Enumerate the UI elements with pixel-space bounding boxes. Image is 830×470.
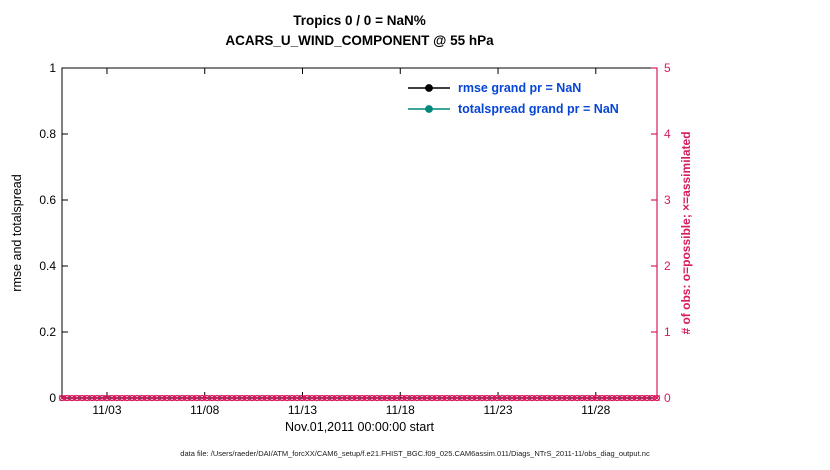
- y-tick-label-left: 0.8: [39, 127, 56, 141]
- y-tick-label-left: 1: [49, 61, 56, 75]
- obs-zero-markers: [58, 394, 661, 402]
- legend-item-rmse: rmse grand pr = NaN: [408, 77, 619, 98]
- legend-line-marker-icon: [408, 83, 450, 92]
- left-axis-label: rmse and totalspread: [10, 174, 24, 292]
- chart-title: Tropics 0 / 0 = NaN%: [293, 13, 426, 28]
- legend: rmse grand pr = NaN totalspread grand pr …: [408, 77, 619, 119]
- chart-subtitle: ACARS_U_WIND_COMPONENT @ 55 hPa: [225, 33, 494, 48]
- y-tick-label-left: 0.6: [39, 193, 56, 207]
- y-tick-label-right: 3: [664, 193, 671, 207]
- x-tick-label: 11/28: [581, 403, 611, 417]
- x-tick-label: 11/08: [190, 403, 220, 417]
- y-tick-label-right: 4: [664, 127, 671, 141]
- left-axis-ticks: [62, 67, 68, 399]
- y-tick-label-left: 0.4: [39, 259, 56, 273]
- top-axis-ticks: [106, 68, 597, 74]
- x-tick-label: 11/23: [483, 403, 513, 417]
- y-tick-label-right: 0: [664, 391, 671, 405]
- y-tick-label-right: 2: [664, 259, 671, 273]
- legend-label: rmse grand pr = NaN: [458, 80, 582, 95]
- data-file-caption: data file: /Users/raeder/DAI/ATM_forcXX/…: [180, 449, 650, 458]
- legend-label: totalspread grand pr = NaN: [458, 101, 619, 116]
- y-tick-label-right: 1: [664, 325, 671, 339]
- y-tick-label-left: 0: [49, 391, 56, 405]
- x-tick-label: 11/13: [287, 403, 318, 417]
- legend-line-marker-icon: [408, 104, 450, 113]
- right-axis-ticks: [651, 67, 657, 399]
- x-tick-label: 11/18: [385, 403, 415, 417]
- y-tick-label-right: 5: [664, 61, 671, 75]
- y-tick-label-left: 0.2: [39, 325, 56, 339]
- x-axis-label: Nov.01,2011 00:00:00 start: [285, 420, 434, 434]
- x-tick-label: 11/03: [92, 403, 122, 417]
- legend-item-totalspread: totalspread grand pr = NaN: [408, 98, 619, 119]
- right-axis-label: # of obs: o=possible; ×=assimilated: [679, 131, 693, 335]
